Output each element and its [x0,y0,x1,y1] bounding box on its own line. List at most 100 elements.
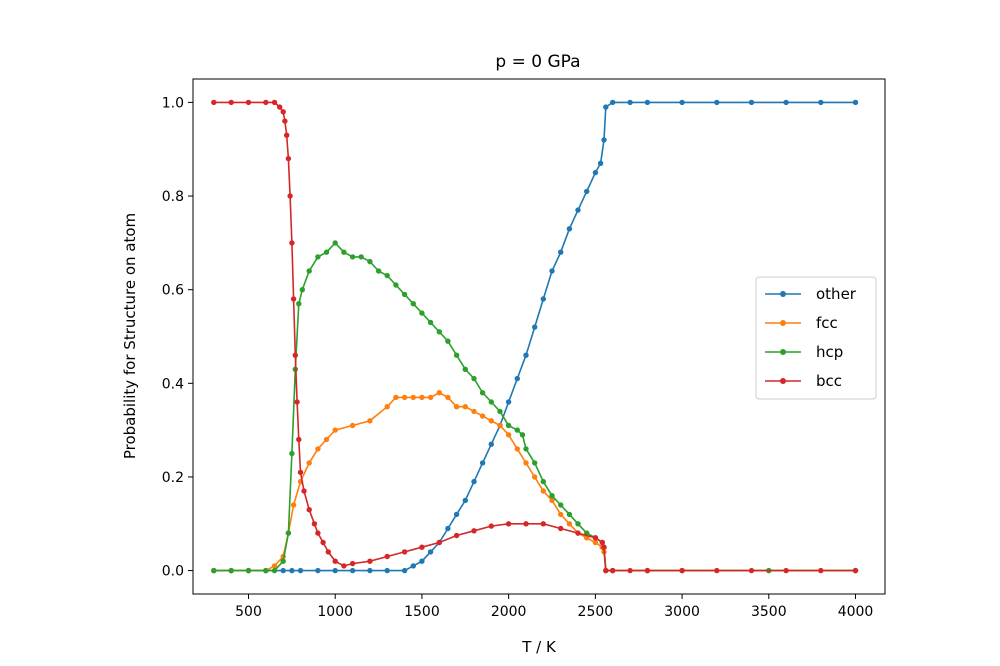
data-point-bcc [714,567,720,574]
data-point-hcp [358,254,364,260]
data-point-hcp [349,254,356,260]
series-bcc [211,99,859,574]
data-point-bcc [367,558,373,564]
data-point-fcc [419,394,425,401]
data-point-hcp [549,493,555,499]
data-point-other [532,324,538,330]
data-point-bcc [285,155,292,162]
data-point-fcc [523,460,529,466]
data-point-fcc [332,427,338,433]
data-point-bcc [679,567,685,574]
data-point-bcc [287,193,293,199]
data-point-bcc [599,539,605,546]
data-point-other [289,567,295,574]
y-tick-label: 0.8 [162,189,184,205]
data-point-other [818,99,824,106]
data-point-bcc [627,567,633,574]
data-point-other [471,478,477,485]
x-tick-label: 4000 [838,604,874,620]
y-tick-label: 0.6 [162,283,184,299]
data-point-bcc [603,567,609,574]
legend-label-hcp: hcp [816,343,843,361]
data-point-hcp [245,567,252,574]
data-point-bcc [211,99,217,106]
data-point-hcp [211,567,217,574]
data-point-fcc [427,394,434,401]
legend-item-fcc: fcc [765,314,838,332]
data-point-hcp [315,254,321,260]
legend-marker-fcc [780,320,786,326]
data-point-other [410,563,416,569]
data-point-bcc [332,558,338,564]
data-point-other [523,352,529,358]
data-point-other [349,567,356,574]
data-point-hcp [263,567,269,574]
data-point-fcc [471,408,477,415]
data-point-other [479,460,486,466]
data-point-other [488,441,494,447]
data-point-fcc [549,497,555,504]
data-point-bcc [280,109,286,115]
data-point-fcc [290,502,297,508]
data-point-hcp [296,301,302,307]
legend-marker-bcc [780,378,786,384]
data-point-hcp [479,390,486,396]
data-point-hcp [575,521,581,527]
data-point-hcp [285,530,292,536]
x-axis: 500 1000 1500 2000 2500 3000 3500 4000 [235,594,873,620]
y-tick-label: 0.4 [162,376,184,392]
plot-frame [192,78,886,595]
data-point-other [644,99,651,106]
data-point-other [280,567,286,574]
data-point-hcp [323,249,330,255]
data-point-bcc [748,567,755,574]
data-point-bcc [644,567,651,574]
y-tick-label: 0.2 [162,470,184,486]
x-tick-label: 3000 [664,604,700,620]
data-point-bcc [341,563,347,569]
data-point-hcp [540,478,546,485]
data-point-other [315,567,321,574]
data-point-bcc [601,544,607,550]
data-point-bcc [436,539,442,546]
data-point-hcp [488,399,494,405]
data-point-bcc [297,469,304,475]
data-point-hcp [519,432,526,438]
data-point-fcc [349,422,356,429]
data-point-hcp [375,268,382,274]
data-point-hcp [497,408,503,415]
data-point-hcp [410,301,416,307]
x-tick-label: 1500 [404,604,440,620]
data-point-bcc [783,567,789,574]
data-point-fcc [566,521,573,527]
data-point-fcc [453,404,460,410]
data-point-bcc [453,532,460,539]
data-point-bcc [523,521,529,527]
data-point-fcc [592,539,599,546]
data-point-bcc [852,567,859,574]
data-point-fcc [497,422,503,429]
data-point-bcc [592,535,599,541]
data-point-fcc [540,488,546,494]
data-point-other [584,188,590,195]
data-point-fcc [271,563,278,569]
data-point-bcc [505,521,512,527]
data-point-hcp [462,366,468,372]
legend-marker-hcp [780,349,786,355]
data-point-hcp [436,329,442,335]
data-point-fcc [445,394,451,401]
data-point-other [610,99,616,106]
data-point-bcc [818,567,824,574]
data-point-other [566,226,573,232]
data-point-hcp [427,319,434,326]
data-point-bcc [320,539,326,546]
legend: other fcc hcp bcc [755,276,877,400]
legend-box [755,276,877,400]
data-point-other [453,511,460,518]
data-point-hcp [228,567,234,574]
data-point-hcp [505,422,512,429]
data-point-other [679,99,685,106]
data-point-other [505,399,512,405]
data-point-hcp [306,268,312,274]
